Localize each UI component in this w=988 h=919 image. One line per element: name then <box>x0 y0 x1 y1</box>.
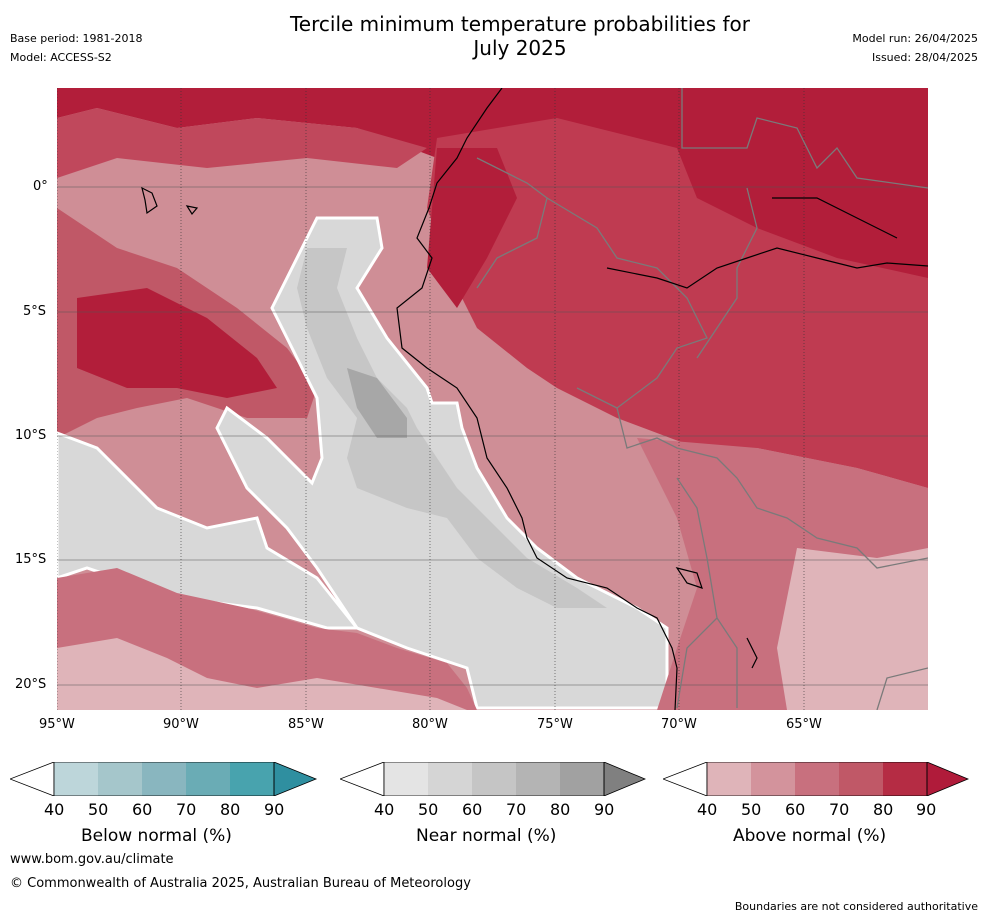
below-tick-60: 60 <box>132 800 153 819</box>
colorbar-below-left-arrow <box>10 762 55 796</box>
lat-label-5s: 5°S <box>23 304 47 319</box>
lat-label-0: 0° <box>33 179 48 194</box>
colorbar-near-seg-1 <box>384 762 428 796</box>
colorbar-above-seg-3 <box>795 762 839 796</box>
country-borders <box>476 88 928 710</box>
lon-label-70w: 70°W <box>661 717 697 732</box>
colorbar-above-seg-1 <box>707 762 751 796</box>
colorbar-below-seg-2 <box>98 762 142 796</box>
lat-label-15s: 15°S <box>15 552 47 567</box>
above-tick-60: 60 <box>785 800 806 819</box>
colorbar-above-right-arrow <box>926 762 969 796</box>
land-red-region <box>427 118 928 488</box>
coastline <box>141 88 928 710</box>
above-tick-80: 80 <box>873 800 894 819</box>
near-normal-dark-blob <box>347 368 407 438</box>
galapagos-small-island <box>185 205 199 216</box>
lon-label-65w: 65°W <box>786 717 822 732</box>
website-link[interactable]: www.bom.gov.au/climate <box>10 852 174 867</box>
near-tick-90: 90 <box>594 800 615 819</box>
north-red-band <box>57 108 427 178</box>
lon-label-95w: 95°W <box>39 717 75 732</box>
colorbar-below-frame <box>53 762 275 796</box>
lon-label-75w: 75°W <box>537 717 573 732</box>
below-normal-label: Below normal (%) <box>81 826 232 846</box>
colorbar-above-seg-4 <box>839 762 883 796</box>
lon-label-80w: 80°W <box>412 717 448 732</box>
colorbar-below-normal <box>10 762 318 796</box>
disclaimer-text: Boundaries are not considered authoritat… <box>734 900 978 913</box>
west-deep-red-blob <box>77 288 277 398</box>
issued-text: Issued: 28/04/2025 <box>871 51 978 64</box>
river-north <box>772 197 898 239</box>
colorbar-below-seg-3 <box>142 762 186 796</box>
southeast-light-region <box>777 548 928 710</box>
border-colombia-venezuela <box>681 88 928 189</box>
near-tick-80: 80 <box>550 800 571 819</box>
above-tick-70: 70 <box>829 800 850 819</box>
amazon-river <box>606 247 928 289</box>
below-tick-70: 70 <box>176 800 197 819</box>
model-text: Model: ACCESS-S2 <box>10 51 112 64</box>
colorbar-near-normal <box>340 762 646 796</box>
colorbar-near-seg-3 <box>472 762 516 796</box>
lat-label-10s: 10°S <box>15 428 47 443</box>
galapagos-islands <box>141 186 158 215</box>
northeast-deep-red-region <box>657 88 928 278</box>
copyright-text: © Commonwealth of Australia 2025, Austra… <box>10 876 471 891</box>
lat-label-20s: 20°S <box>15 677 47 692</box>
colorbar-near-frame <box>383 762 605 796</box>
border-colombia-peru <box>546 197 708 409</box>
map-title: Tercile minimum temperature probabilitie… <box>240 12 800 60</box>
colorbar-below-right-arrow <box>273 762 318 796</box>
near-tick-70: 70 <box>506 800 527 819</box>
base-period-text: Base period: 1981-2018 <box>10 32 143 45</box>
model-run-text: Model run: 26/04/2025 <box>852 32 978 45</box>
colorbar-below-seg-5 <box>230 762 274 796</box>
above-tick-50: 50 <box>741 800 762 819</box>
below-tick-90: 90 <box>264 800 285 819</box>
title-line-2: July 2025 <box>473 36 567 60</box>
colorbar-near-right-arrow <box>603 762 646 796</box>
colorbar-above-seg-2 <box>751 762 795 796</box>
below-tick-50: 50 <box>88 800 109 819</box>
colorbar-above-frame <box>706 762 928 796</box>
above-normal-label: Above normal (%) <box>733 826 887 846</box>
lake-titicaca <box>675 567 703 589</box>
lon-label-85w: 85°W <box>288 717 324 732</box>
colorbar-above-left-arrow <box>663 762 708 796</box>
near-tick-60: 60 <box>462 800 483 819</box>
border-peru-brazil-bolivia <box>576 387 928 569</box>
southwest-light-region <box>57 638 467 710</box>
border-bolivia-chile <box>716 617 738 708</box>
colorbar-below-seg-1 <box>54 762 98 796</box>
border-bolivia-paraguay <box>876 667 928 710</box>
probability-map <box>57 88 928 710</box>
colorbar-near-left-arrow <box>340 762 385 796</box>
near-tick-40: 40 <box>374 800 395 819</box>
border-north-interior <box>696 187 758 359</box>
near-normal-label: Near normal (%) <box>416 826 557 846</box>
coastline-pacific <box>396 88 678 710</box>
colorbar-below-seg-4 <box>186 762 230 796</box>
border-peru-bolivia <box>676 477 718 709</box>
near-normal-mid-region <box>297 248 607 608</box>
colorbar-above-seg-5 <box>883 762 927 796</box>
lake-poopo <box>746 637 758 669</box>
colorbar-near-seg-4 <box>516 762 560 796</box>
colorbar-near-seg-5 <box>560 762 604 796</box>
near-tick-50: 50 <box>418 800 439 819</box>
border-ecuador-colombia <box>476 157 548 289</box>
gridlines <box>57 186 928 686</box>
coastal-deep-red-strip <box>427 148 517 308</box>
title-line-1: Tercile minimum temperature probabilitie… <box>289 12 751 36</box>
colorbar-above-normal <box>663 762 969 796</box>
above-tick-40: 40 <box>697 800 718 819</box>
lon-label-90w: 90°W <box>163 717 199 732</box>
below-tick-80: 80 <box>220 800 241 819</box>
above-tick-90: 90 <box>916 800 937 819</box>
below-tick-40: 40 <box>44 800 65 819</box>
colorbar-near-seg-2 <box>428 762 472 796</box>
